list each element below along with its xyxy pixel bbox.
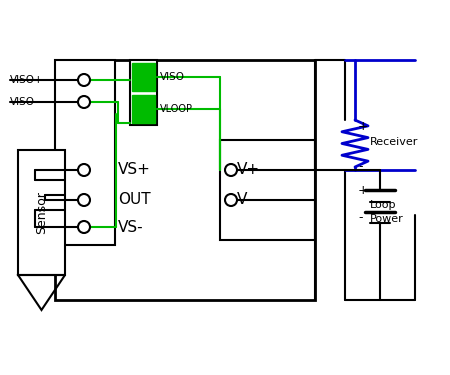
Text: OUT: OUT	[118, 192, 151, 207]
Text: VISO+: VISO+	[10, 75, 44, 85]
Text: VISO: VISO	[160, 72, 185, 82]
Circle shape	[225, 164, 237, 176]
Bar	[130, 60, 157, 125]
Bar	[55, 60, 115, 245]
Bar	[220, 140, 315, 240]
Text: VISO-: VISO-	[10, 97, 39, 107]
Circle shape	[78, 221, 90, 233]
Circle shape	[78, 96, 90, 108]
Text: Sensor: Sensor	[35, 191, 48, 234]
Circle shape	[225, 194, 237, 206]
Text: Power: Power	[370, 214, 404, 224]
Text: Loop: Loop	[370, 200, 396, 210]
Text: VLOOP: VLOOP	[160, 104, 193, 114]
Text: -: -	[358, 211, 363, 225]
Text: V-: V-	[237, 192, 252, 207]
Bar	[55, 60, 315, 300]
Circle shape	[78, 74, 90, 86]
Text: -: -	[358, 160, 363, 174]
Text: VS+: VS+	[118, 162, 151, 177]
Text: +: +	[358, 120, 369, 134]
Circle shape	[78, 164, 90, 176]
Circle shape	[78, 194, 90, 206]
Text: V+: V+	[237, 162, 260, 177]
Bar	[132, 95, 155, 123]
Text: +: +	[358, 183, 369, 196]
Bar	[132, 63, 155, 91]
Text: VS-: VS-	[118, 219, 144, 234]
Text: Receiver: Receiver	[370, 137, 418, 147]
Bar	[18, 150, 65, 275]
